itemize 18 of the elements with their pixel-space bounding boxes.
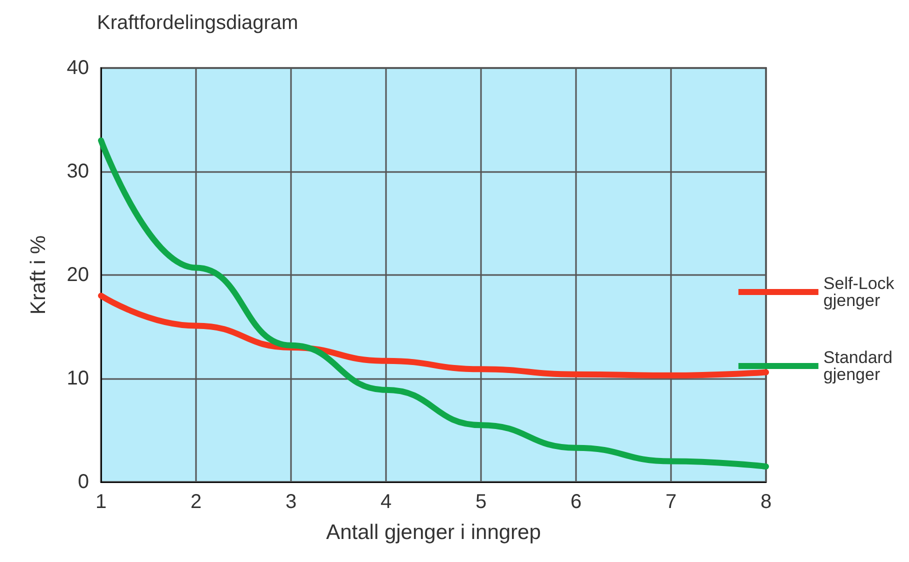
y-tick-label: 20 xyxy=(66,264,89,286)
legend-label: Standard gjenger xyxy=(823,348,898,384)
y-tick-label: 0 xyxy=(78,471,89,493)
x-tick-label: 7 xyxy=(665,491,677,513)
x-tick-label: 3 xyxy=(285,491,297,513)
x-tick-label: 1 xyxy=(95,491,107,513)
x-tick-label: 4 xyxy=(380,491,392,513)
y-tick-label: 30 xyxy=(66,160,89,182)
y-tick-label: 40 xyxy=(66,57,89,79)
legend-label: Self-Lock gjenger xyxy=(823,274,900,310)
x-axis-title: Antall gjenger i inngrep xyxy=(326,521,541,544)
x-tick-label: 6 xyxy=(570,491,582,513)
chart-title: Kraftfordelingsdiagram xyxy=(97,12,298,34)
x-tick-label: 8 xyxy=(760,491,772,513)
x-tick-label: 2 xyxy=(190,491,202,513)
y-tick-label: 10 xyxy=(66,368,89,390)
x-tick-label: 5 xyxy=(475,491,487,513)
y-axis-title: Kraft i % xyxy=(27,235,50,315)
